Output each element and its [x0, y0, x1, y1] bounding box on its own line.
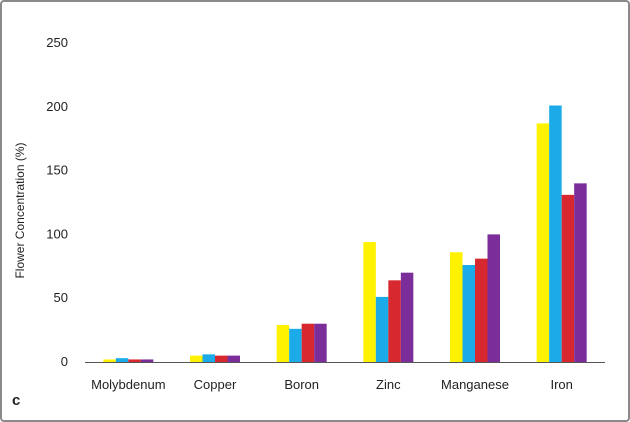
bar-zinc-1: [363, 242, 376, 362]
bar-zinc-4: [400, 272, 414, 362]
y-tick-label: 200: [46, 99, 68, 114]
y-tick-label: 0: [61, 354, 68, 369]
bar-iron-4: [574, 183, 587, 362]
bars: [103, 105, 587, 363]
x-tick-label: Boron: [284, 377, 319, 392]
x-tick-label: Manganese: [441, 377, 509, 392]
x-axis-ticks: Molybdenum Copper Boron Zinc Manganese Iron: [91, 377, 573, 392]
x-tick-label: Copper: [194, 377, 237, 392]
x-tick-label: Zinc: [376, 377, 401, 392]
bar-copper-3: [215, 355, 228, 362]
y-tick-label: 50: [54, 290, 68, 305]
bar-manganese-3: [475, 258, 488, 362]
bar-molybdenum-3: [128, 359, 141, 362]
bar-copper-2: [202, 354, 215, 362]
x-tick-label: Molybdenum: [91, 377, 165, 392]
bar-boron-2: [289, 328, 302, 362]
bar-copper-1: [190, 355, 203, 362]
bar-manganese-2: [462, 265, 475, 362]
bar-iron-1: [536, 123, 550, 362]
y-tick-label: 100: [46, 226, 68, 241]
bar-molybdenum-4: [140, 359, 154, 362]
bar-manganese-1: [450, 252, 463, 362]
bar-boron-1: [276, 325, 290, 362]
bar-molybdenum-2: [115, 358, 129, 362]
y-tick-label: 250: [46, 35, 68, 50]
bar-copper-4: [227, 355, 240, 362]
bar-molybdenum-1: [103, 359, 116, 362]
y-tick-label: 150: [46, 163, 68, 178]
bar-zinc-3: [388, 280, 401, 362]
x-tick-label: Iron: [550, 377, 572, 392]
bar-iron-3: [561, 194, 575, 362]
bar-boron-4: [314, 323, 327, 362]
y-axis-ticks: 0 50 100 150 200 250: [46, 35, 68, 369]
bar-boron-3: [301, 323, 315, 362]
bar-zinc-2: [375, 296, 389, 362]
bar-iron-2: [549, 105, 562, 363]
panel-label: c: [12, 392, 21, 409]
y-axis-label: Flower Concentration (%): [13, 142, 27, 278]
bar-manganese-4: [487, 234, 500, 362]
